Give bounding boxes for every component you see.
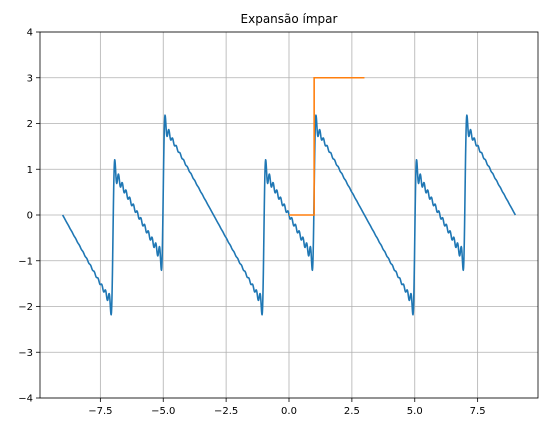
y-tick-label: 3 xyxy=(27,73,33,84)
x-tick-label: 5.0 xyxy=(407,406,423,417)
chart-title: Expansão ímpar xyxy=(241,12,338,26)
y-tick-label: −4 xyxy=(18,394,33,405)
x-tick-label: 7.5 xyxy=(470,406,486,417)
y-tick-label: 0 xyxy=(27,211,33,222)
y-tick-label: 1 xyxy=(27,165,33,176)
x-tick-label: −2.5 xyxy=(214,406,238,417)
y-tick-label: −3 xyxy=(18,348,33,359)
x-tick-label: 0.0 xyxy=(281,406,297,417)
y-tick-label: 4 xyxy=(27,28,33,39)
x-tick-label: −5.0 xyxy=(151,406,175,417)
x-tick-label: −7.5 xyxy=(88,406,112,417)
y-tick-label: −1 xyxy=(18,256,33,267)
x-tick-label: 2.5 xyxy=(344,406,360,417)
y-tick-label: −2 xyxy=(18,302,33,313)
y-tick-label: 2 xyxy=(27,119,33,130)
